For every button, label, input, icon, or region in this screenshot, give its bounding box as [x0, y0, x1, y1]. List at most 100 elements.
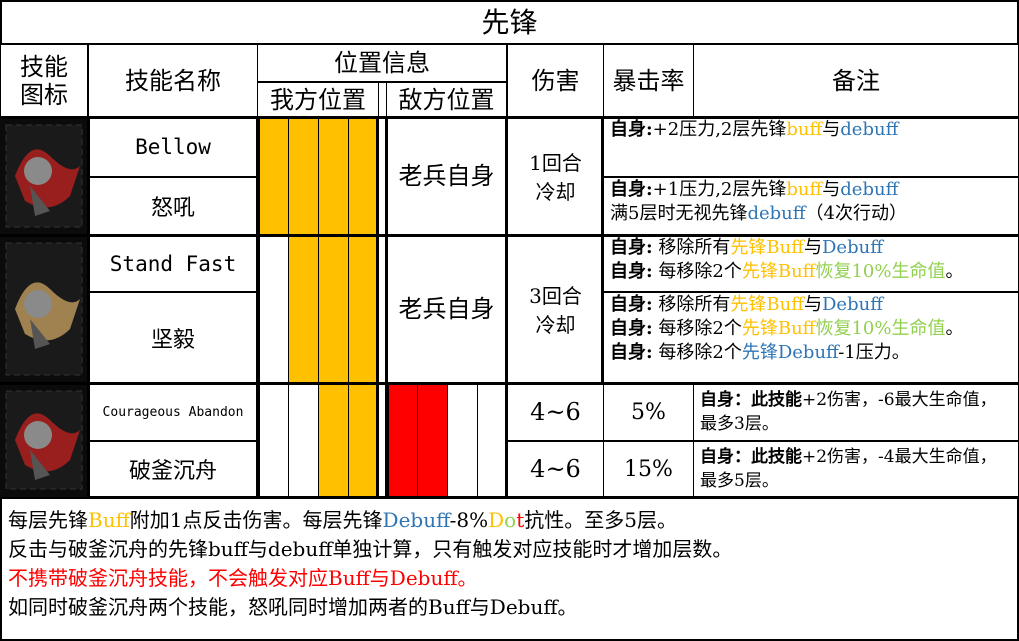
text-segment: 不携带破釜沉舟技能，不会触发对应Buff与Debuff。: [8, 566, 478, 590]
cell-text: 暴击率: [612, 66, 685, 95]
skill-name-cell: 怒吼: [88, 177, 258, 235]
text-segment: 先锋Buff: [741, 261, 816, 282]
text-segment: Debuff: [382, 508, 450, 532]
cooldown-text: 冷却: [535, 313, 576, 337]
text-segment: 。: [945, 318, 964, 339]
title-text: 先锋: [481, 5, 538, 39]
damage-value: 4~6: [530, 398, 581, 426]
skill-name-cell: Courageous Abandon: [88, 383, 258, 441]
text-segment: buff: [786, 119, 823, 140]
text-segment: 自身：此技能: [700, 390, 802, 410]
cell-text: 技能: [20, 52, 68, 81]
enemy-position-slot: [417, 383, 448, 497]
damage-value: 4~6: [530, 455, 581, 483]
own-position-slot: [348, 383, 379, 497]
note-line: 自身: 每移除2个先锋Buff恢复10%生命值。: [610, 260, 963, 284]
own-position-slot: [259, 235, 289, 383]
text-segment: 每移除2个: [652, 261, 742, 282]
text-segment: -8%: [449, 508, 489, 532]
text-segment: debuff: [840, 179, 899, 200]
column-divider: [505, 117, 508, 497]
text-segment: +2压力,2层先锋: [652, 119, 787, 140]
text-segment: 与: [822, 119, 841, 140]
enemy-position-slot: [447, 383, 478, 497]
text-segment: 移除所有: [652, 294, 731, 315]
footer-line: 反击与破釜沉舟的先锋buff与debuff单独计算，只有触发对应技能时才增加层数…: [8, 535, 1011, 564]
text-segment: 抗性。至多5层。: [524, 508, 677, 532]
enemy-position-slot: [388, 383, 418, 497]
skill-name-cell: 破釜沉舟: [88, 441, 258, 497]
text-segment: 自身:: [610, 342, 653, 363]
courageous-abandon-skill-icon: [0, 383, 88, 497]
cooldown-text: 冷却: [535, 180, 576, 204]
cell-text: 敌方位置: [398, 85, 495, 114]
crit-value: 15%: [624, 456, 673, 482]
note-line: 满5层时无视先锋debuff（4次行动）: [610, 202, 907, 226]
text-segment: D: [488, 508, 505, 532]
text-segment: 自身:: [610, 237, 653, 258]
note-line: 自身:+1压力,2层先锋buff与debuff: [610, 178, 898, 202]
notes-cell: 自身：此技能+2伤害，-6最大生命值，最多3层。: [693, 383, 1019, 441]
text-segment: Buff: [88, 508, 130, 532]
cell-text: 图标: [20, 80, 68, 109]
text-segment: 自身：此技能: [700, 447, 802, 467]
header-gap: [378, 82, 387, 117]
row-divider: [0, 234, 1019, 237]
skill-name: 怒吼: [150, 196, 195, 221]
enemy-position-cell: 老兵自身: [386, 117, 507, 235]
note-line: 自身: 移除所有先锋Buff与Debuff: [610, 236, 883, 260]
skill-name: Bellow: [135, 135, 211, 159]
text-segment: 附加1点反击伤害。每层先锋: [129, 508, 383, 532]
text-segment: +2伤害，-6最大生命值，最多3层。: [700, 390, 997, 434]
skill-name: 破釜沉舟: [128, 459, 217, 484]
column-divider: [601, 117, 604, 383]
text-segment: 自身:: [610, 294, 653, 315]
text-segment: 自身:: [610, 179, 653, 200]
column-divider: [256, 117, 259, 497]
cooldown-text: 3回合: [529, 284, 582, 308]
skill-name-cell: 坚毅: [88, 292, 258, 383]
crit-value: 5%: [631, 399, 666, 425]
note-line: 自身: 每移除2个先锋Debuff-1压力。: [610, 341, 910, 365]
own-position-slot: [259, 117, 289, 235]
column-divider: [87, 117, 90, 497]
cooldown-text: 1回合: [529, 151, 582, 175]
cooldown-cell: 1回合冷却: [507, 117, 604, 235]
column-divider: [376, 117, 379, 497]
own-position-slot: [259, 383, 289, 497]
text-segment: 自身:: [610, 119, 653, 140]
damage-cell: 4~6: [507, 441, 604, 497]
text-segment: debuff: [747, 203, 806, 224]
note-line: 自身: 每移除2个先锋Buff恢复10%生命值。: [610, 317, 963, 341]
header-own-position: 我方位置: [257, 82, 379, 117]
cell-text: 技能名称: [125, 66, 221, 95]
text-segment: 与: [804, 294, 822, 315]
row-divider: [0, 382, 1019, 385]
own-position-slot: [318, 235, 349, 383]
cooldown-cell: 3回合冷却: [507, 235, 604, 383]
text-segment: 先锋Buff: [741, 318, 816, 339]
text-segment: o: [504, 508, 517, 532]
text-segment: +2伤害，-4最大生命值，最多5层。: [700, 447, 997, 491]
cell-text: 位置信息: [334, 49, 430, 77]
header-enemy-position: 敌方位置: [386, 82, 507, 117]
notes-cell: 自身:+2压力,2层先锋buff与debuff: [603, 117, 1019, 177]
footer-line: 如同时破釜沉舟两个技能，怒吼同时增加两者的Buff与Debuff。: [8, 593, 1011, 622]
enemy-position-cell: 老兵自身: [386, 235, 507, 383]
note-line: 自身: 移除所有先锋Buff与Debuff: [610, 293, 883, 317]
text-segment: 先锋Buff: [730, 237, 804, 258]
text-segment: 每移除2个: [652, 342, 742, 363]
header-icon: 技能 图标: [0, 44, 88, 117]
footer-line: 不携带破釜沉舟技能，不会触发对应Buff与Debuff。: [8, 564, 1011, 593]
text-segment: -1压力。: [838, 342, 910, 363]
notes-cell: 自身: 移除所有先锋Buff与Debuff 自身: 每移除2个先锋Buff恢复10…: [603, 235, 1019, 292]
text-segment: 如同时破釜沉舟两个技能，怒吼同时增加两者的Buff与Debuff。: [8, 595, 578, 619]
skill-name: Courageous Abandon: [102, 404, 244, 420]
skill-name: 坚毅: [150, 327, 195, 353]
stand-fast-skill-icon: [0, 235, 88, 383]
enemy-target: 老兵自身: [398, 295, 495, 323]
own-position-slot: [318, 117, 349, 235]
column-divider: [385, 117, 388, 497]
cell-text: 备注: [832, 66, 880, 95]
crit-cell: 5%: [603, 383, 694, 441]
